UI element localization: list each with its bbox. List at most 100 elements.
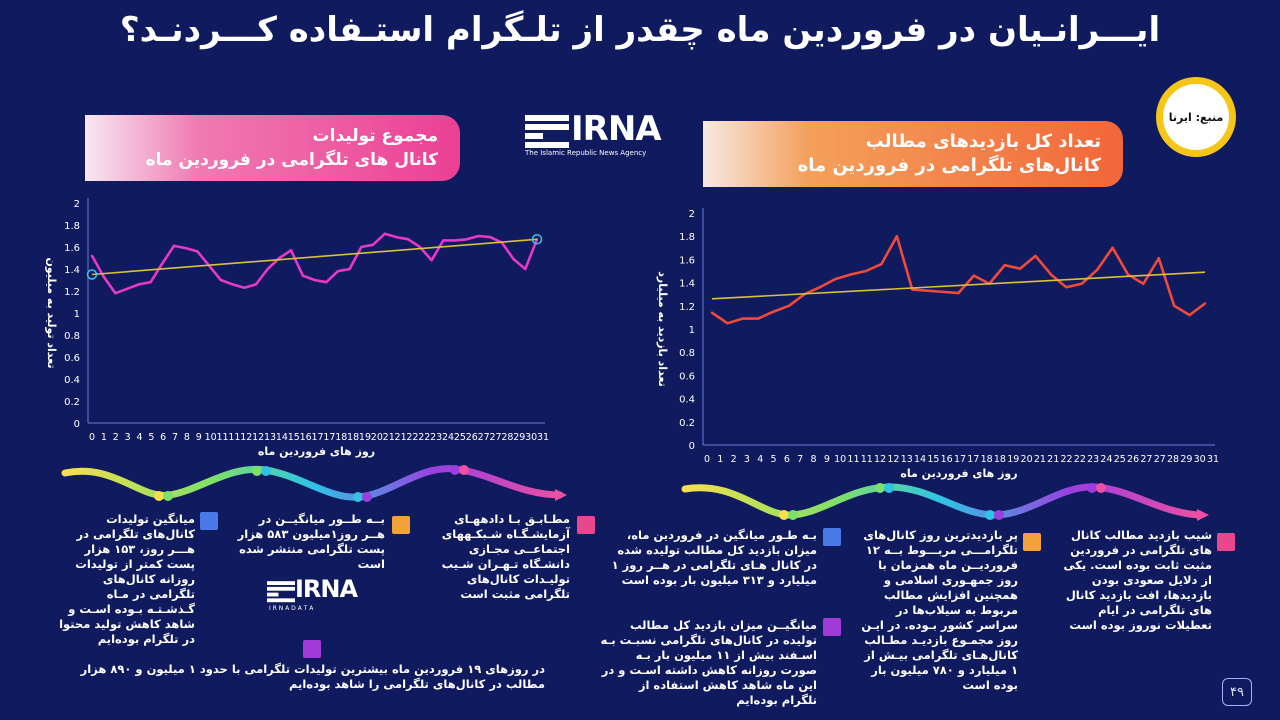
x-tick-label: 7	[172, 432, 178, 443]
series-point	[301, 274, 304, 277]
series-point	[231, 283, 234, 286]
x-tick-label: 27	[478, 432, 490, 443]
x-tick-label: 12	[887, 454, 899, 465]
y-tick-label: 0.2	[64, 397, 80, 408]
x-tick-label: 17	[323, 432, 335, 443]
trend-start-marker	[86, 269, 98, 280]
x-tick-label: 14	[914, 454, 926, 465]
x-tick-label: 22	[1060, 454, 1072, 465]
note-marker-orange	[392, 516, 410, 534]
series-line	[711, 234, 1206, 325]
x-tick-label: 3	[125, 432, 131, 443]
x-tick-label: 17	[954, 454, 966, 465]
right-note-2: میانگیــن میزان بازدید کل مطالب تولیده د…	[600, 618, 817, 707]
right-line-chart: 2 1.8 1.6 1.4 1.2 1 0.8 0.6 0.4 0.2 0 0 1 2 3 4 5 6 7 8 9 10 1…	[645, 195, 1225, 485]
x-tick-label: 18	[347, 432, 359, 443]
note-marker-blue-right	[823, 528, 841, 546]
series-point	[880, 262, 883, 266]
left-note-3: مطـابـق بـا دادههـای آزمایشـگـاه شـبکـهه…	[441, 512, 570, 601]
x-tick-label: 4	[136, 432, 142, 443]
trend-line	[91, 238, 538, 276]
x-tick-label: 30	[1194, 454, 1206, 465]
y-tick-label: 1.6	[679, 255, 695, 266]
source-label: منبع: ایرنا	[1168, 110, 1224, 124]
series-point	[278, 256, 281, 260]
left-banner-line2: کانال های تلگرامی در فروردین ماه	[145, 150, 438, 170]
note-marker-orange-right	[1023, 533, 1041, 551]
series-point	[360, 245, 363, 249]
x-tick-label: 16	[941, 454, 953, 465]
right-chart-svg: 21.81.61.41.210.80.60.40.200 1 2 3 4 5 6 7 8 9 10 1…	[656, 208, 1219, 480]
y-tick-label: 1	[74, 309, 80, 320]
series-point	[1080, 282, 1083, 285]
x-tick-label: 9	[196, 432, 202, 443]
x-tick-label: 4	[757, 454, 763, 465]
irnadata-logo: IRNA I R N A D A T A	[267, 575, 362, 618]
x-tick-label: 11	[217, 432, 229, 443]
x-tick-label: 21	[383, 432, 395, 443]
x-tick-label: 7	[797, 454, 803, 465]
x-tick-label: 11	[847, 454, 859, 465]
series-point	[406, 238, 410, 241]
series-point	[395, 235, 398, 239]
x-tick-label: 8	[811, 454, 817, 465]
x-tick-label: 10	[834, 454, 846, 465]
irna-logo: IRNA The Islamic Republic News Agency	[525, 109, 662, 160]
trend-line	[711, 271, 1206, 300]
note-marker-pink-right	[1217, 533, 1235, 551]
x-tick-label: 18	[335, 432, 347, 443]
x-tick-label: 14	[276, 432, 288, 443]
x-tick-label: 25	[454, 432, 466, 443]
series-point	[383, 232, 386, 235]
series-point	[325, 281, 328, 284]
x-tick-label: 6	[160, 432, 166, 443]
series-point	[453, 239, 457, 242]
series-point	[442, 239, 445, 242]
x-tick-label: 22	[406, 432, 418, 443]
y-tick-label: 0.8	[679, 348, 695, 359]
y-tick-label: 1	[689, 325, 695, 336]
x-tick-label: 8	[184, 432, 190, 443]
y-tick-label: 1.8	[64, 221, 80, 232]
x-tick-label: 28	[501, 432, 513, 443]
series-point	[1172, 304, 1176, 307]
x-tick-label: 2	[113, 432, 119, 443]
x-tick-label: 0	[89, 432, 95, 443]
y-tick-label: 1.4	[64, 265, 80, 276]
series-point	[1065, 286, 1068, 289]
x-tick-label: 0	[704, 454, 710, 465]
left-chart-svg: 21.81.61.41.210.80.60.40.200 1 2 3 4 5 6 7 8 9 10 1…	[45, 198, 549, 458]
series-point	[1126, 273, 1130, 276]
page-number-text: ۴۹	[1230, 684, 1244, 700]
series-point	[172, 244, 176, 248]
x-tick-label: 10	[205, 432, 217, 443]
series-point	[1142, 282, 1145, 285]
x-axis-title: روز های فروردین ماه	[900, 467, 1017, 480]
series-point	[243, 286, 246, 289]
x-tick-label: 18	[981, 454, 993, 465]
series-point	[787, 304, 791, 307]
series-point	[772, 310, 775, 313]
x-tick-label: 12	[252, 432, 264, 443]
series-point	[741, 317, 745, 320]
x-tick-label: 16	[300, 432, 312, 443]
series-point	[477, 234, 480, 238]
x-axis-title: روز های فروردین ماه	[258, 445, 375, 458]
x-tick-label: 22	[1074, 454, 1086, 465]
series-point	[266, 267, 269, 271]
x-tick-label: 9	[824, 454, 830, 465]
irnadata-emblem-icon	[267, 581, 295, 603]
x-tick-label: 24	[1100, 454, 1112, 465]
x-tick-label: 26	[466, 432, 478, 443]
x-tick-label: 31	[537, 432, 549, 443]
right-note-1: بـه طـور میانگین در فروردین ماه، میزان ب…	[611, 528, 817, 587]
series-point	[1111, 246, 1114, 249]
x-tick-label: 29	[513, 432, 525, 443]
x-tick-label: 13	[901, 454, 913, 465]
right-wave-decoration	[681, 483, 1209, 521]
left-wave-decoration	[61, 465, 567, 502]
series-point	[926, 289, 929, 292]
y-tick-label: 1.4	[679, 279, 695, 290]
series-point	[161, 262, 164, 265]
right-note-3: پر بازدیدترین روز کانال‌های تلگرامـــی م…	[861, 528, 1018, 692]
